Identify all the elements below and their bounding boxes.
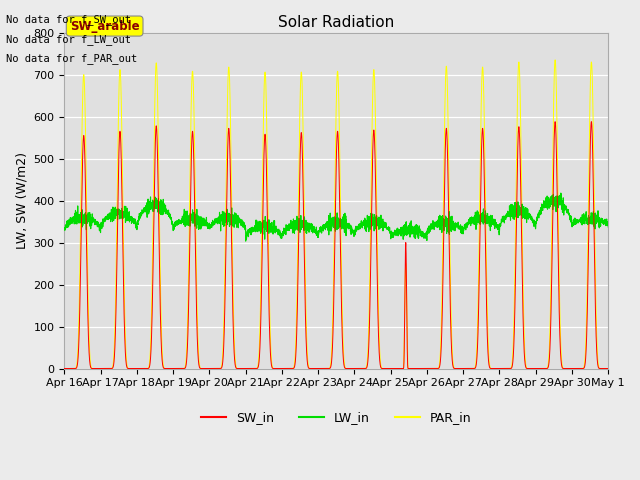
- Text: No data for f_LW_out: No data for f_LW_out: [6, 34, 131, 45]
- Text: SW_arable: SW_arable: [70, 20, 140, 33]
- Text: No data for f_PAR_out: No data for f_PAR_out: [6, 53, 138, 64]
- Text: No data for f_SW_out: No data for f_SW_out: [6, 14, 131, 25]
- Title: Solar Radiation: Solar Radiation: [278, 15, 394, 30]
- Legend: SW_in, LW_in, PAR_in: SW_in, LW_in, PAR_in: [196, 407, 477, 430]
- Y-axis label: LW, SW (W/m2): LW, SW (W/m2): [15, 152, 28, 249]
